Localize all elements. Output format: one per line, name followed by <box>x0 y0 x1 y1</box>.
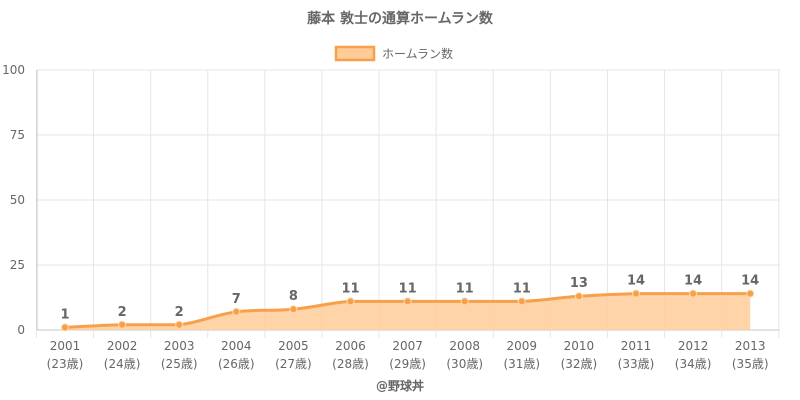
series-area-fill <box>65 293 751 330</box>
x-tick-sublabel: (27歳) <box>275 357 312 371</box>
data-point <box>460 297 469 306</box>
chart-title: 藤本 敦士の通算ホームラン数 <box>307 10 494 27</box>
x-tick-sublabel: (31歳) <box>503 357 540 371</box>
x-tick-sublabel: (28歳) <box>332 357 369 371</box>
x-tick-label: 2013 <box>735 339 766 353</box>
legend[interactable]: ホームラン数 <box>334 45 453 62</box>
grid <box>35 69 780 338</box>
x-tick-sublabel: (32歳) <box>561 357 598 371</box>
data-label: 14 <box>684 274 702 289</box>
x-tick-label: 2001 <box>50 339 81 353</box>
data-point <box>61 323 69 332</box>
x-tick-label: 2004 <box>221 339 252 353</box>
x-tick-sublabel: (30歳) <box>446 357 483 371</box>
x-tick-label: 2009 <box>507 339 538 353</box>
x-tick-sublabel: (24歳) <box>104 357 141 371</box>
credit-label: @野球丼 <box>376 378 424 393</box>
series-points <box>61 289 755 332</box>
data-labels: 1 2 2 7 8 11 11 11 11 13 14 14 14 <box>60 274 759 323</box>
data-label: 1 <box>60 307 69 322</box>
y-axis-ticks: 0 25 50 75 100 <box>2 63 25 337</box>
data-point <box>574 292 583 301</box>
data-point <box>232 307 241 316</box>
x-tick-label: 2011 <box>621 339 652 353</box>
data-label: 11 <box>399 281 417 296</box>
y-tick-label: 100 <box>2 63 25 77</box>
x-tick-sublabel: (35歳) <box>732 357 769 371</box>
x-tick-label: 2008 <box>449 339 480 353</box>
data-point <box>289 305 298 314</box>
x-tick-sublabel: (23歳) <box>47 357 84 371</box>
data-label: 11 <box>456 281 474 296</box>
x-tick-sublabel: (34歳) <box>675 357 712 371</box>
y-tick-label: 25 <box>10 258 25 272</box>
data-point <box>118 320 127 329</box>
data-point <box>175 320 184 329</box>
x-tick-label: 2012 <box>678 339 709 353</box>
legend-label[interactable]: ホームラン数 <box>382 46 453 61</box>
data-point <box>746 289 755 298</box>
data-label: 2 <box>175 305 184 320</box>
data-point <box>689 289 698 298</box>
x-tick-sublabel: (25歳) <box>161 357 198 371</box>
y-tick-label: 0 <box>17 323 25 337</box>
data-point <box>346 297 355 306</box>
data-label: 14 <box>741 274 759 289</box>
data-label: 7 <box>232 292 241 307</box>
x-tick-sublabel: (29歳) <box>389 357 426 371</box>
data-point <box>632 289 640 298</box>
x-tick-label: 2003 <box>164 339 195 353</box>
data-label: 13 <box>570 276 588 291</box>
data-label: 11 <box>513 281 531 296</box>
y-tick-label: 50 <box>10 193 25 207</box>
data-point <box>403 297 412 306</box>
x-tick-sublabel: (26歳) <box>218 357 255 371</box>
x-tick-label: 2006 <box>335 339 366 353</box>
x-tick-label: 2007 <box>392 339 423 353</box>
data-label: 8 <box>289 289 298 304</box>
x-tick-sublabel: (33歳) <box>618 357 655 371</box>
x-tick-label: 2005 <box>278 339 309 353</box>
data-label: 11 <box>341 281 359 296</box>
y-tick-label: 75 <box>10 128 25 142</box>
data-point <box>517 297 526 306</box>
x-tick-label: 2002 <box>107 339 138 353</box>
data-label: 2 <box>118 305 127 320</box>
legend-swatch[interactable] <box>334 45 376 62</box>
data-label: 14 <box>627 274 645 289</box>
x-axis-ticks: 2001 (23歳) 2002 (24歳) 2003 (25歳) 2004 (26歳) 2005… <box>47 339 769 371</box>
x-tick-label: 2010 <box>564 339 595 353</box>
